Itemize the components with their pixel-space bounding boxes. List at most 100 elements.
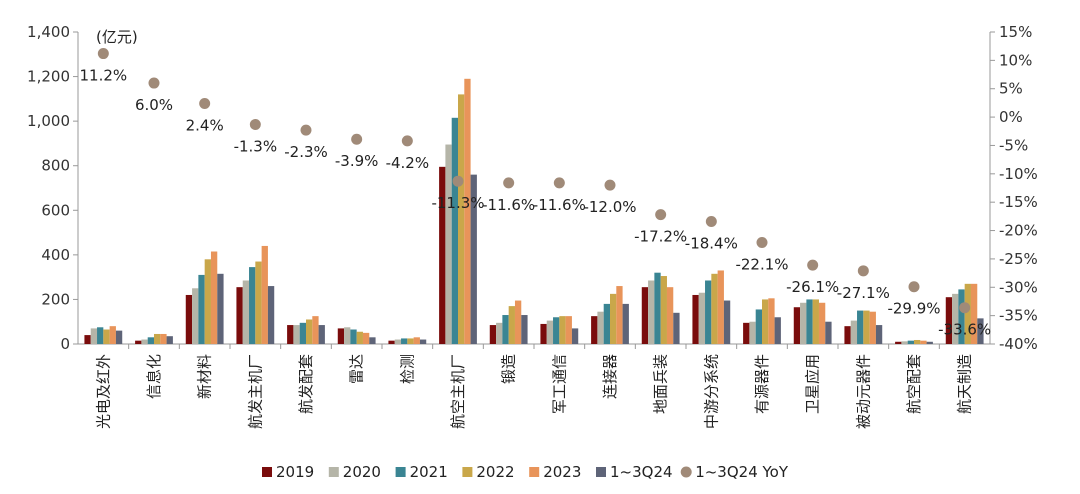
- left-tick-label: 600: [41, 201, 70, 219]
- yoy-dot: [655, 209, 667, 221]
- bar: [299, 322, 306, 344]
- bar: [318, 325, 325, 344]
- category-label: 有源器件: [753, 354, 771, 414]
- yoy-dot: [300, 124, 312, 136]
- bar: [648, 280, 655, 344]
- bar: [863, 310, 870, 344]
- bar: [705, 280, 712, 344]
- bar: [673, 312, 680, 344]
- bar: [818, 302, 826, 344]
- bar: [413, 337, 420, 344]
- bar: [90, 328, 98, 344]
- bar: [857, 310, 864, 344]
- category-label: 信息化: [145, 354, 163, 399]
- yoy-dot: [503, 177, 515, 189]
- yoy-dot: [857, 265, 869, 277]
- category-label: 连接器: [601, 354, 619, 399]
- bar: [115, 330, 123, 344]
- bar: [236, 287, 243, 344]
- bar: [603, 303, 610, 344]
- bar: [103, 329, 110, 344]
- bar: [914, 339, 921, 344]
- yoy-dot: [959, 302, 971, 314]
- bar: [388, 340, 395, 344]
- bar: [135, 340, 142, 344]
- right-tick-label: -10%: [999, 165, 1038, 183]
- right-tick-label: -25%: [999, 250, 1038, 268]
- bar: [489, 325, 497, 344]
- right-tick-label: -20%: [999, 222, 1038, 240]
- right-tick-label: -15%: [999, 193, 1038, 211]
- yoy-data-label: 2.4%: [186, 116, 224, 134]
- yoy-data-label: -2.3%: [284, 143, 328, 161]
- yoy-dot: [249, 118, 261, 130]
- bar: [470, 174, 477, 344]
- right-tick-label: 10%: [999, 51, 1032, 69]
- bar: [825, 321, 832, 344]
- unit-label: (亿元): [96, 28, 138, 46]
- yoy-data-label: -11.3%: [431, 194, 484, 212]
- bar: [293, 325, 300, 344]
- bar: [952, 293, 959, 344]
- bar: [800, 302, 807, 344]
- bar: [508, 306, 515, 344]
- bar: [869, 311, 876, 344]
- bar: [287, 325, 294, 344]
- yoy-label-layer: 11.2%6.0%2.4%-1.3% -2.3%-3.9% -4.2%-11.3%-…: [80, 67, 992, 339]
- yoy-dot: [351, 133, 363, 145]
- yoy-data-label: -12.0%: [583, 198, 636, 216]
- bar: [210, 251, 218, 344]
- yoy-data-label: -11.6%: [482, 196, 535, 214]
- yoy-data-label: -33.6%: [938, 321, 991, 339]
- legend-label: 2021: [410, 463, 448, 481]
- bar: [958, 289, 965, 344]
- bar: [793, 307, 801, 344]
- category-label: 航空配套: [905, 354, 923, 414]
- category-label: 光电及红外: [94, 354, 112, 429]
- yoy-dot: [807, 259, 819, 271]
- left-tick-label: 1,000: [27, 112, 70, 130]
- yoy-data-label: -29.9%: [887, 300, 940, 318]
- bar: [267, 286, 275, 344]
- right-tick-label: 5%: [999, 80, 1023, 98]
- category-label: 卫星应用: [804, 354, 822, 414]
- bar: [597, 311, 604, 344]
- bar: [445, 144, 452, 344]
- legend-swatch: [395, 467, 406, 477]
- bar: [521, 315, 528, 344]
- bar: [806, 299, 813, 344]
- bar: [439, 166, 446, 344]
- bar: [622, 303, 629, 344]
- bar: [502, 315, 509, 344]
- legend-label: 2022: [476, 463, 514, 481]
- yoy-data-label: -11.6%: [533, 196, 586, 214]
- yoy-data-label: -1.3%: [234, 137, 278, 155]
- bar: [907, 340, 914, 344]
- yoy-dot: [604, 179, 616, 191]
- bar: [160, 333, 167, 344]
- bar: [217, 273, 224, 344]
- left-tick-label: 0: [60, 335, 70, 353]
- category-label: 航天制造: [956, 354, 974, 414]
- bar: [711, 273, 718, 344]
- yoy-data-label: -26.1%: [786, 278, 839, 296]
- bar: [610, 293, 617, 344]
- category-label: 锻造: [500, 354, 518, 384]
- legend: 2019 2020 2021 2022 2023 1~3Q24 1~3Q24 YoY: [262, 463, 789, 481]
- yoy-data-label: -22.1%: [735, 255, 788, 273]
- bar: [850, 320, 858, 344]
- yoy-data-label: -4.2%: [386, 154, 430, 172]
- left-tick-label: 400: [41, 246, 70, 264]
- yoy-data-label: 6.0%: [135, 96, 173, 114]
- bar: [692, 294, 699, 344]
- legend-swatch: [462, 467, 473, 477]
- bar: [356, 331, 363, 344]
- bar: [616, 286, 623, 344]
- bar: [261, 245, 268, 344]
- legend-label: 1~3Q24 YoY: [695, 463, 789, 481]
- legend-swatch: [596, 467, 606, 477]
- category-label: 航发主机厂: [246, 354, 264, 429]
- legend-swatch: [262, 467, 272, 477]
- bar: [362, 332, 370, 344]
